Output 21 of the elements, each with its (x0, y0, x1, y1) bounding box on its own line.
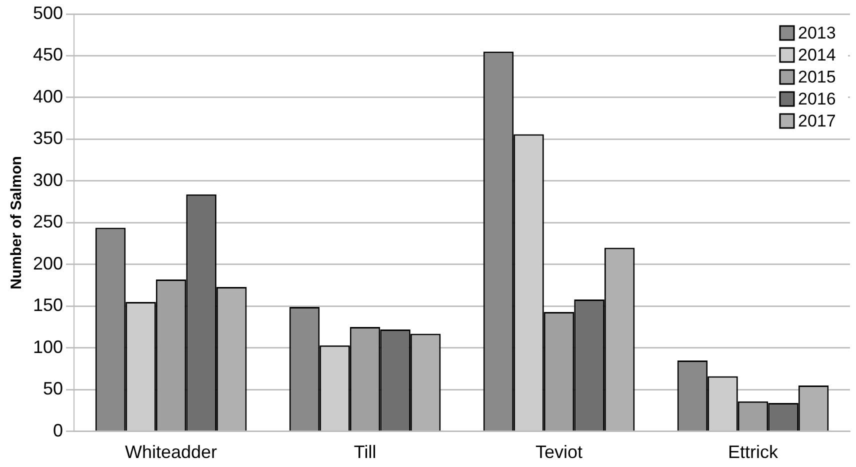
y-tick-label: 250 (32, 212, 64, 232)
legend-label: 2015 (798, 68, 836, 87)
y-tick-label: 350 (32, 128, 64, 148)
y-axis-title: Number of Salmon (8, 156, 26, 290)
y-tick-label: 150 (32, 295, 64, 316)
legend-label: 2017 (798, 112, 836, 131)
y-tick-label: 450 (32, 44, 64, 65)
y-tick-label: 50 (43, 378, 64, 399)
x-tick-label: Till (354, 442, 376, 462)
y-tick-label: 500 (32, 2, 64, 23)
y-tick-label: 300 (32, 170, 64, 190)
legend-label: 2016 (798, 90, 836, 109)
legend-label: 2013 (798, 24, 836, 43)
x-tick-label: Teviot (535, 442, 583, 462)
x-tick-label: Whiteadder (124, 442, 218, 462)
y-tick-label: 0 (53, 420, 64, 440)
y-tick-label: 200 (32, 253, 64, 274)
legend-label: 2014 (798, 46, 836, 65)
y-tick-label: 100 (32, 336, 64, 357)
x-tick-label: Ettrick (728, 442, 779, 462)
y-tick-label: 400 (32, 86, 64, 106)
